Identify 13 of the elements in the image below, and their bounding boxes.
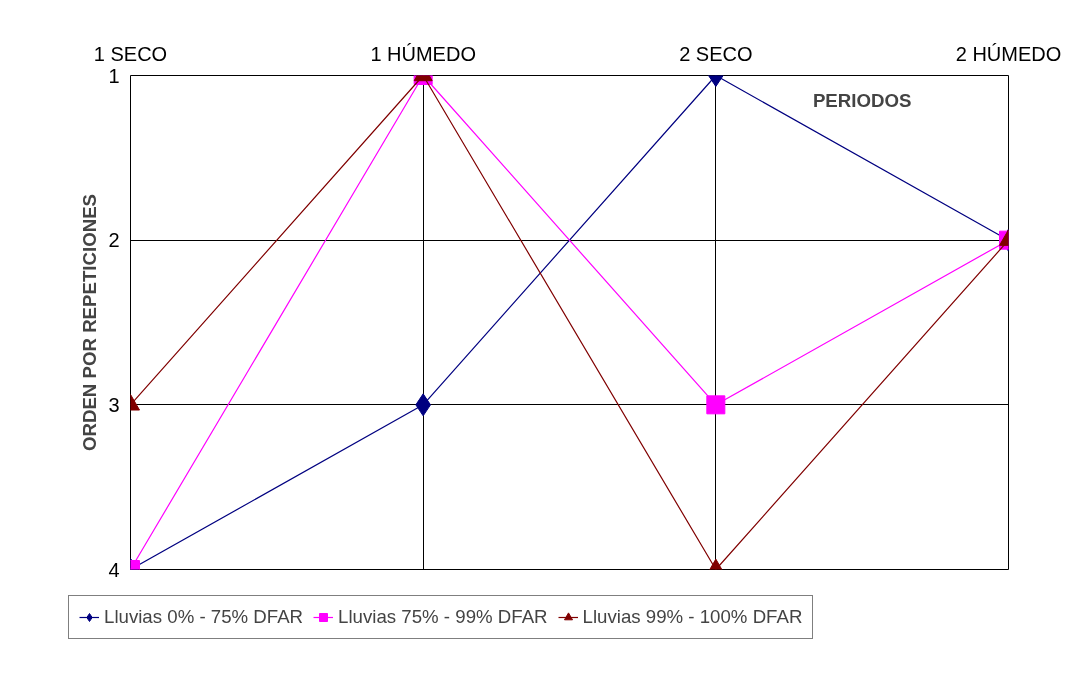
y-tick-label: 3 — [108, 393, 120, 416]
x-tick-label: 2 SECO — [679, 42, 753, 65]
legend-label: Lluvias 99% - 100% DFAR — [582, 606, 803, 628]
y-tick-label: 1 — [108, 64, 120, 87]
x-tick-label: 2 HÚMEDO — [955, 42, 1062, 65]
legend-label: Lluvias 0% - 75% DFAR — [104, 606, 304, 628]
x-tick-label: 1 HÚMEDO — [370, 42, 476, 65]
y-axis-title: ORDEN POR REPETICIONES — [79, 193, 101, 452]
x-axis-title: PERIODOS — [812, 89, 912, 111]
y-tick-label: 4 — [108, 558, 120, 581]
y-tick-label: 2 — [108, 229, 120, 252]
legend-label: Lluvias 75% - 99% DFAR — [338, 606, 548, 628]
x-tick-label: 1 SECO — [93, 42, 168, 65]
